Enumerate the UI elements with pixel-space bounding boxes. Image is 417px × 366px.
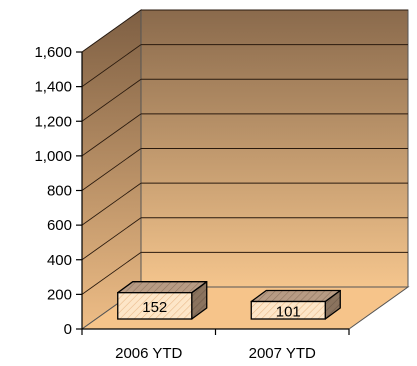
- y-tick-label: 200: [47, 286, 72, 303]
- gridline-side: [81, 113, 142, 157]
- bar-top: [117, 281, 208, 294]
- gridline-side: [81, 44, 142, 87]
- bar: [117, 292, 193, 320]
- gridline-side: [81, 9, 142, 53]
- axes: [76, 51, 350, 335]
- data-label: 101: [276, 303, 301, 320]
- gridline-side: [81, 148, 142, 191]
- bars: 152 101: [117, 281, 341, 320]
- y-tick-label: 1,600: [34, 44, 72, 61]
- gridline-side: [81, 252, 142, 295]
- gridline-side: [81, 217, 142, 261]
- x-category-label: 2006 YTD: [115, 345, 182, 362]
- y-tick-label: 400: [47, 252, 72, 269]
- y-tick-label: 0: [64, 321, 72, 338]
- y-tick-label: 600: [47, 217, 72, 234]
- y-tick-label: 1,200: [34, 113, 72, 130]
- y-tick-label: 1,400: [34, 79, 72, 96]
- gridline-side: [81, 78, 142, 122]
- bar-top: [250, 289, 341, 303]
- x-category-label: 2007 YTD: [249, 345, 316, 362]
- y-tick-label: 800: [47, 183, 72, 200]
- x-axis-category-labels: 2006 YTD 2007 YTD: [115, 345, 316, 362]
- y-tick-label: 1,000: [34, 148, 72, 165]
- gridline-side: [81, 182, 142, 226]
- data-label: 152: [142, 299, 167, 316]
- gridlines: [81, 9, 408, 295]
- bar: [250, 300, 326, 320]
- y-axis-tick-labels: 0 200 400 600 800 1,000 1,200 1,400 1,600: [34, 44, 72, 338]
